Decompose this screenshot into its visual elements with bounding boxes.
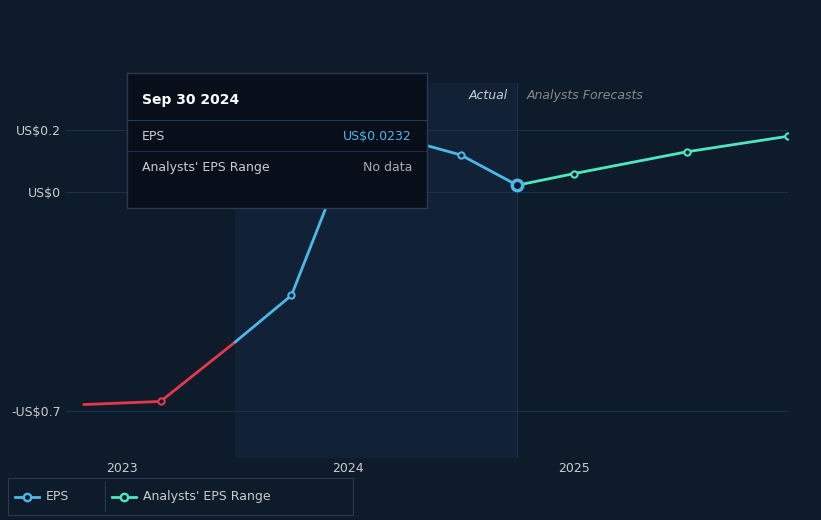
Text: No data: No data	[363, 161, 412, 174]
Text: EPS: EPS	[142, 129, 166, 142]
Text: US$0.0232: US$0.0232	[343, 129, 412, 142]
Bar	[235, 83, 517, 458]
Text: Analysts Forecasts: Analysts Forecasts	[526, 89, 643, 102]
Text: Analysts' EPS Range: Analysts' EPS Range	[143, 490, 270, 503]
Text: EPS: EPS	[46, 490, 70, 503]
Text: Sep 30 2024: Sep 30 2024	[142, 93, 240, 107]
Text: Actual: Actual	[469, 89, 508, 102]
Text: Analysts' EPS Range: Analysts' EPS Range	[142, 161, 270, 174]
